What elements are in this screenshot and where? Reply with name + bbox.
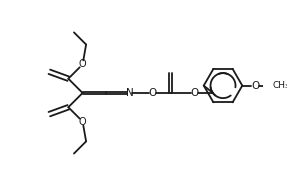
Text: O: O xyxy=(251,81,259,91)
Text: O: O xyxy=(79,59,86,69)
Text: CH₃: CH₃ xyxy=(273,81,287,90)
Text: N: N xyxy=(125,88,133,98)
Text: O: O xyxy=(79,117,86,127)
Text: O: O xyxy=(148,88,156,98)
Text: O: O xyxy=(191,88,199,98)
